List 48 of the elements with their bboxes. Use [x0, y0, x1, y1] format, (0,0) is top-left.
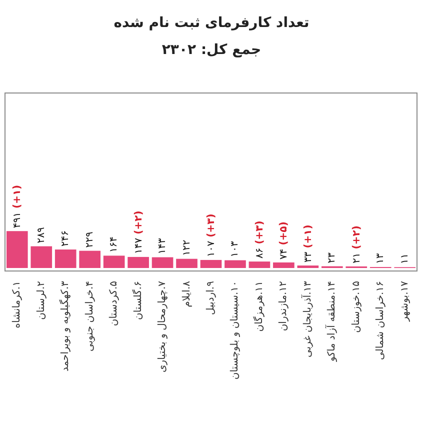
data-label: ۲۲۹ — [84, 232, 96, 248]
bar — [248, 262, 270, 268]
bar — [6, 231, 28, 268]
x-tick-label: ۱۷.بوشهر — [399, 280, 410, 322]
data-label: ۸۶ (+۳) — [254, 220, 265, 259]
bar — [103, 256, 125, 268]
data-label: ۳۳ (+۱) — [302, 224, 314, 263]
data-label: ۲۳ — [326, 252, 338, 264]
x-tick-label: ۹.اردبیل — [206, 281, 216, 315]
x-tick-label: ۱۲.مازندران — [278, 281, 290, 332]
x-tick-label: ۳.کهگیلویه و بویراحمد — [59, 280, 72, 372]
data-label: ۱۶۴ — [108, 236, 120, 253]
data-label: ۱۳ — [375, 252, 386, 264]
data-label: ۱۱ — [399, 253, 410, 264]
bar — [200, 260, 222, 268]
x-tick-label: ۱۰.سیستان و بلوچستان — [230, 281, 241, 380]
data-label: ۲۴۶ — [60, 230, 72, 247]
x-tick-label: ۶.گلستان — [132, 281, 144, 320]
x-tick-label: ۱۵.خوزستان — [350, 281, 362, 333]
bar — [79, 250, 101, 268]
chart-subtitle: جمع کل: ۲۳۰۲ — [162, 42, 262, 58]
data-label: ۱۰۷ (+۳) — [206, 214, 216, 257]
data-label: ۱۲۲ — [181, 240, 192, 256]
bar — [54, 250, 76, 268]
bar — [224, 260, 246, 268]
bar — [273, 262, 294, 268]
bar — [128, 256, 149, 268]
x-tick-label: ۸.ایلام — [181, 280, 192, 308]
data-label: ۲۱ (+۲) — [350, 226, 362, 264]
data-label: ۱۰۳ — [230, 240, 241, 258]
x-tick-label: ۱۱.هرمزگان — [252, 281, 265, 332]
data-label: ۱۴۳ — [157, 238, 168, 254]
data-label: ۴۹۱ (+۱) — [12, 184, 23, 228]
bar — [152, 257, 174, 268]
data-label: ۱۴۷ (+۲) — [132, 210, 144, 254]
x-tick-label: ۱۳.آذربایجان غربی — [300, 280, 314, 358]
x-tick-label: ۷.چهارمحال و بختیاری — [157, 280, 168, 373]
x-tick-label: ۲.لرستان — [36, 281, 47, 320]
x-tick-label: ۵.کردستان — [108, 281, 120, 326]
x-tick-label: ۱۴.منطقه آزاد ماکو — [324, 281, 338, 362]
bar — [176, 258, 198, 268]
chart-title: تعداد کارفرمای ثبت نام شده — [114, 15, 310, 31]
data-label: ۲۸۹ — [36, 227, 47, 244]
x-tick-label: ۱.کرمانشاه — [12, 281, 23, 328]
x-tick-label: ۴.خراسان جنوبی — [84, 281, 96, 352]
data-label: ۷۴ (+۵) — [278, 222, 290, 260]
bar — [30, 246, 52, 268]
x-tick-label: ۱۶.خراسان شمالی — [375, 281, 386, 360]
